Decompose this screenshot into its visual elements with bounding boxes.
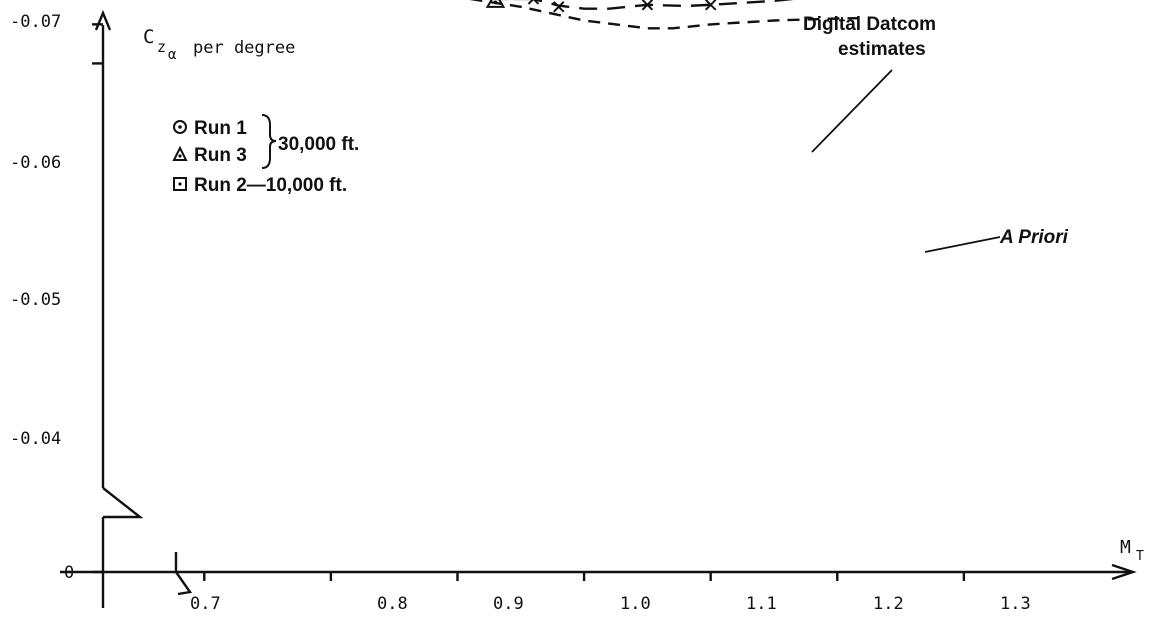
apriori-x-stroke: [527, 0, 540, 5]
apriori-annotation: A Priori: [999, 227, 1069, 248]
datcom-curve: [469, 0, 863, 30]
legend-run3-label: Run 3: [194, 145, 247, 166]
apriori-x-marker-8: [704, 0, 717, 11]
triangle-marker: [485, 0, 506, 8]
curves: [469, 0, 863, 30]
x-tick-label-1: 0.8: [377, 594, 408, 614]
y-axis-label-subsub: α: [168, 47, 177, 63]
legend-triangle-dot-icon: [172, 145, 188, 161]
y-axis-label-main: C: [143, 26, 154, 48]
y-tick-label-4: 0: [64, 563, 74, 583]
apriori-leader-line: [924, 236, 1001, 253]
legend: Run 1 Run 3 30,000 ft. Run 2—10,000 ft.: [172, 114, 359, 196]
apriori-x-marker-5: [527, 0, 540, 5]
legend-group-label: 30,000 ft.: [278, 134, 359, 155]
data-points: [485, 0, 534, 8]
y-tick-label-1: -0.06: [10, 153, 61, 173]
x-ticks: [203, 572, 966, 581]
axes: [60, 9, 1137, 608]
datcom-annotation-line1: Digital Datcom: [803, 14, 936, 35]
x-axis-label-main: M: [1120, 537, 1131, 558]
datcom-annotation-line2: estimates: [838, 39, 926, 60]
x-axis-label: M T: [1120, 537, 1144, 564]
x-tick-label-4: 1.1: [746, 594, 777, 614]
y-axis-label-suffix: per degree: [193, 38, 295, 58]
x-tick-label-5: 1.2: [873, 594, 904, 614]
y-tick-label-2: -0.05: [10, 290, 61, 310]
x-axis-break: [174, 552, 193, 596]
legend-square-dot-icon: [173, 177, 187, 191]
x-tick-label-0: 0.7: [190, 594, 221, 614]
legend-run2-label: Run 2—10,000 ft.: [194, 175, 347, 196]
apriori-x-marker-7: [641, 0, 654, 11]
x-tick-label-3: 1.0: [620, 594, 651, 614]
annotations: Digital Datcom estimates A Priori: [803, 14, 1069, 253]
legend-run1-label: Run 1: [194, 118, 247, 139]
y-axis-label-sub: z: [157, 38, 166, 56]
apriori-curve: [532, 0, 795, 10]
apriori-markers: [527, 0, 717, 13]
apriori-x-marker-6: [553, 1, 565, 13]
datcom-leader-line: [811, 69, 893, 153]
x-tick-label-6: 1.3: [1000, 594, 1031, 614]
apriori-x-stroke: [641, 0, 654, 11]
y-axis-break: [102, 487, 144, 519]
apriori-x-stroke: [553, 1, 565, 13]
apriori-x-stroke: [704, 0, 717, 11]
x-axis-arrow: [1111, 563, 1137, 581]
triangle-point-1-5: [485, 0, 506, 8]
y-tick-label-0: -0.07: [10, 12, 61, 32]
center-dot: [493, 0, 498, 5]
y-axis-label: C z α per degree: [143, 26, 295, 63]
y-ticks: [92, 23, 103, 574]
x-axis-label-sub: T: [1136, 549, 1144, 564]
legend-brace-icon: [261, 114, 277, 169]
legend-circle-dot-icon: [173, 120, 187, 134]
y-tick-label-3: -0.04: [10, 429, 61, 449]
x-tick-label-2: 0.9: [493, 594, 524, 614]
